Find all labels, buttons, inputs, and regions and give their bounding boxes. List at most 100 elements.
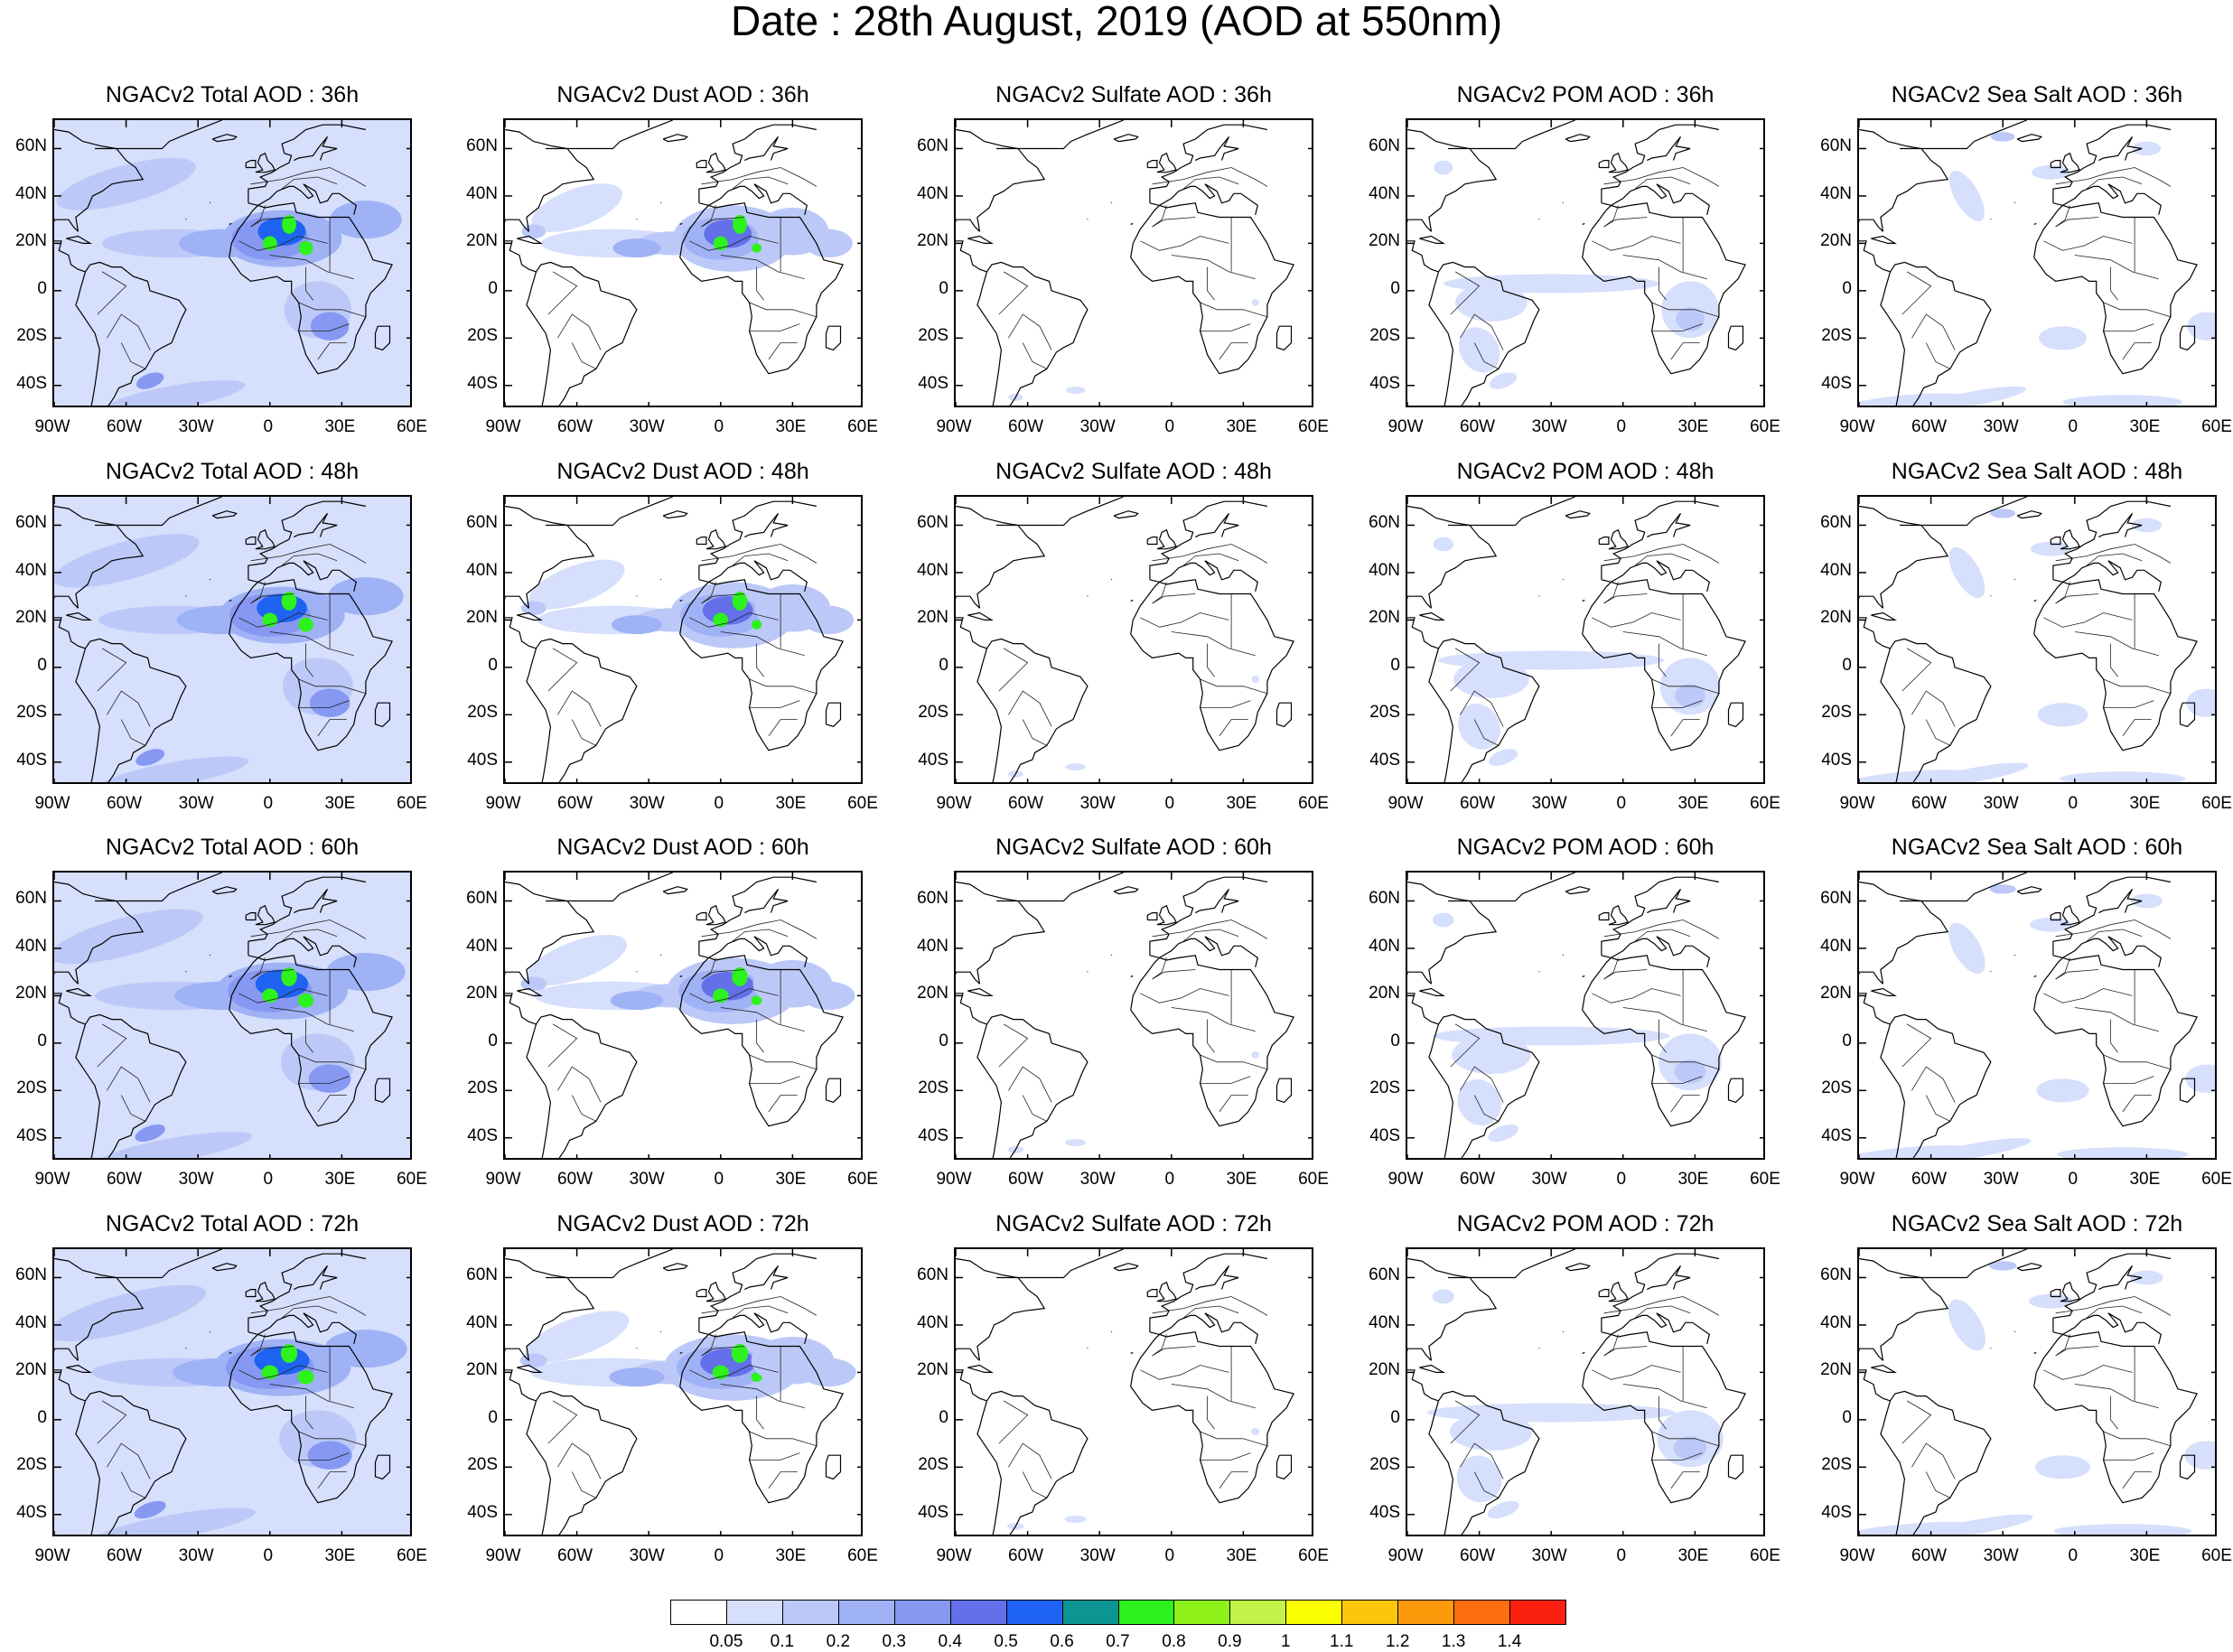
coastline <box>2016 134 2042 143</box>
coastline <box>546 120 673 150</box>
lat-tick-label: 40N <box>917 936 948 956</box>
aod-field <box>2062 395 2183 406</box>
country-border <box>1901 648 1932 692</box>
aod-field <box>54 873 410 1158</box>
country-border <box>1200 700 1251 708</box>
aod-field <box>2186 688 2215 717</box>
lat-tick-label: 0 <box>37 655 47 675</box>
country-border <box>1200 323 1251 331</box>
lon-tick-label: 60E <box>397 794 427 813</box>
coastline <box>245 536 257 546</box>
lon-tick-label: 90W <box>1839 1546 1875 1565</box>
lon-tick-label: 90W <box>936 794 972 813</box>
map-panel <box>52 118 412 407</box>
lon-tick-label: 60E <box>397 417 427 436</box>
country-border <box>298 323 350 331</box>
country-border <box>269 631 354 657</box>
colorbar-swatch <box>1005 1600 1063 1625</box>
lat-tick-label: 20N <box>466 1360 498 1380</box>
lon-tick-label: 60E <box>2201 417 2232 436</box>
lat-tick-label: 0 <box>488 1407 498 1427</box>
colorbar-swatch <box>1173 1600 1231 1625</box>
lat-tick-label: 20N <box>1369 231 1400 251</box>
lat-tick-label: 20S <box>1821 1455 1852 1475</box>
coastline <box>956 1369 1088 1535</box>
coastline <box>2060 1281 2080 1302</box>
coastline <box>1407 993 1540 1158</box>
lon-tick-label: 60W <box>1008 417 1044 436</box>
lat-tick-label: 40N <box>917 1312 948 1332</box>
aod-map <box>505 497 861 782</box>
coastline <box>976 271 1003 406</box>
coastline <box>1859 128 1949 232</box>
aod-map <box>54 1249 410 1535</box>
lat-tick-label: 40S <box>1821 1125 1852 1145</box>
aod-field <box>1066 387 1086 394</box>
coastline <box>66 235 92 244</box>
country-border <box>756 1395 764 1430</box>
lon-tick-label: 60E <box>2201 794 2232 813</box>
country-border <box>1152 544 1268 564</box>
country-border <box>2103 1054 2172 1070</box>
country-border <box>1603 1334 1619 1357</box>
lon-tick-label: 30E <box>2129 1170 2161 1189</box>
country-border <box>2103 302 2172 318</box>
panel-title: NGACv2 POM AOD : 60h <box>1456 835 1714 860</box>
country-border <box>2043 988 2133 1003</box>
lon-tick-label: 30W <box>1531 417 1567 436</box>
lon-tick-label: 60E <box>397 1170 427 1189</box>
aod-field <box>96 1131 252 1158</box>
aod-field <box>1948 546 1985 599</box>
coastline <box>1130 599 1134 602</box>
lon-tick-label: 60E <box>1750 1170 1780 1189</box>
coastline <box>2033 222 2037 225</box>
coastline <box>1419 1364 1445 1373</box>
country-border <box>1911 1442 1956 1479</box>
coastline <box>2016 886 2042 895</box>
lon-tick-label: 0 <box>1616 794 1627 813</box>
lat-tick-label: 60N <box>1369 136 1400 156</box>
aod-field <box>803 605 855 635</box>
coastline <box>1113 886 1139 895</box>
coastline <box>1601 560 1710 593</box>
coastline <box>1156 528 1177 550</box>
coastline <box>526 271 552 406</box>
lat-tick-label: 0 <box>488 655 498 675</box>
country-border <box>1171 1384 1256 1409</box>
lat-tick-label: 40S <box>918 750 948 770</box>
lat-tick-label: 20N <box>1369 608 1400 628</box>
country-border <box>250 919 367 939</box>
country-border <box>2122 342 2152 360</box>
coastline <box>1146 159 1158 169</box>
coastline <box>1859 219 1883 232</box>
coastline <box>1130 1331 1294 1504</box>
aod-map <box>1859 497 2215 782</box>
panel-title: NGACv2 Total AOD : 72h <box>105 1211 360 1237</box>
country-border <box>2074 631 2159 657</box>
country-border <box>1634 929 1691 942</box>
lon-tick-label: 0 <box>714 1170 724 1189</box>
coastline <box>54 617 187 782</box>
aod-map <box>1407 497 1763 782</box>
country-border <box>547 648 578 692</box>
country-border <box>1140 988 1229 1003</box>
panel-title: NGACv2 Dust AOD : 60h <box>556 835 809 860</box>
colorbar-level-label: 0.8 <box>1162 1632 1186 1651</box>
coastline <box>1156 1281 1177 1302</box>
aod-field <box>328 577 404 616</box>
country-border <box>547 1400 578 1444</box>
aod-field <box>2032 164 2070 180</box>
lon-tick-label: 0 <box>2068 1546 2079 1565</box>
lat-tick-label: 40S <box>918 373 948 393</box>
coastline <box>744 889 789 914</box>
coastline <box>1727 702 1744 728</box>
lat-tick-label: 20N <box>917 984 948 1003</box>
lon-tick-label: 30W <box>178 417 214 436</box>
coastline <box>1880 1400 1906 1535</box>
coastline <box>2050 536 2061 546</box>
aod-field <box>519 1353 548 1368</box>
aod-field <box>610 991 664 1011</box>
coastline <box>956 505 1046 609</box>
coastline <box>1601 1253 1720 1332</box>
country-border <box>317 1471 347 1489</box>
